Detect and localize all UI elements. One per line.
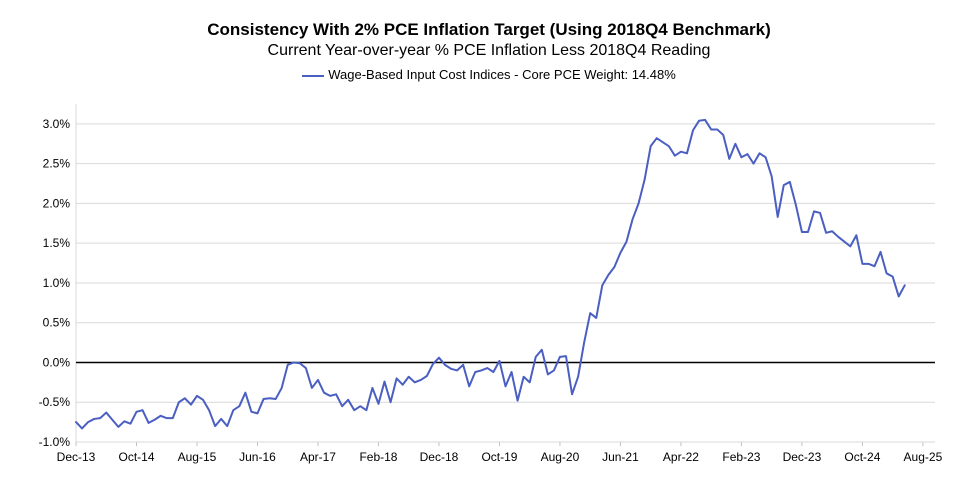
- x-tick-label: Jun-16: [239, 450, 276, 464]
- legend-swatch: [302, 74, 325, 77]
- series-layer: [75, 118, 906, 430]
- y-tick-label: 0.0%: [43, 355, 71, 369]
- x-tick-label: Oct-19: [481, 450, 517, 464]
- y-tick-label: -1.0%: [39, 435, 71, 449]
- x-tick-label: Feb-18: [359, 450, 397, 464]
- x-tick-label: Oct-24: [844, 450, 880, 464]
- x-tick-label: Aug-15: [178, 450, 217, 464]
- y-tick-label: 1.5%: [43, 236, 71, 250]
- x-tick-label: Dec-13: [57, 450, 96, 464]
- x-tick-label: Dec-18: [420, 450, 459, 464]
- x-tick-label: Oct-14: [118, 450, 154, 464]
- x-tick-label: Aug-20: [541, 450, 580, 464]
- y-tick-label: 1.0%: [43, 276, 71, 290]
- y-tick-label: 2.5%: [43, 157, 71, 171]
- axis-layer: -1.0% -0.5% 0.0% 0.5% 1.0% 1.5% 2.0% 2.5% 3.0% De…: [39, 104, 943, 464]
- x-tick-label: Jun-21: [602, 450, 639, 464]
- x-tick-label: Dec-23: [783, 450, 822, 464]
- x-tick-label: Feb-23: [722, 450, 760, 464]
- y-tick-label: 0.5%: [43, 316, 71, 330]
- x-tick-label: Aug-25: [904, 450, 943, 464]
- y-tick-label: 2.0%: [43, 196, 71, 210]
- series-line: [75, 118, 906, 430]
- legend: Wage-Based Input Cost Indices - Core PCE…: [0, 67, 978, 82]
- x-tick-label: Apr-17: [300, 450, 336, 464]
- chart-subtitle: Current Year-over-year % PCE Inflation L…: [267, 42, 711, 59]
- grid-layer: [76, 123, 935, 443]
- chart-title: Consistency With 2% PCE Inflation Target…: [207, 20, 771, 39]
- y-tick-label: 3.0%: [43, 117, 71, 131]
- legend-label: Wage-Based Input Cost Indices - Core PCE…: [328, 67, 676, 82]
- y-tick-label: -0.5%: [39, 395, 71, 409]
- x-tick-label: Apr-22: [663, 450, 699, 464]
